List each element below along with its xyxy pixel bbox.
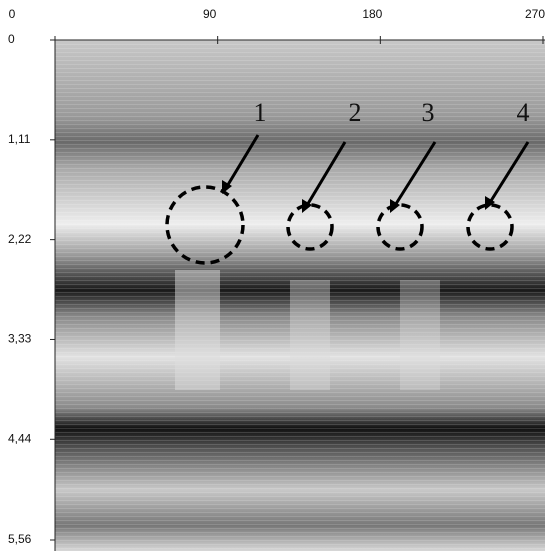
y-tick-label: 0 <box>8 32 15 46</box>
anomaly-circle <box>286 203 334 251</box>
arrowhead <box>390 199 400 213</box>
y-tick-label: 2,22 <box>8 232 32 246</box>
arrow <box>392 141 437 208</box>
x-tick-label: 90 <box>203 7 217 21</box>
arrows <box>224 134 530 208</box>
arrowhead <box>222 180 232 194</box>
annotation: 4 <box>517 98 530 127</box>
radar-highlight <box>290 280 330 390</box>
annotation: 2 <box>349 98 362 127</box>
anomaly-circle <box>466 203 514 251</box>
arrow <box>487 141 530 205</box>
arrowhead <box>485 196 495 210</box>
arrow <box>304 141 347 208</box>
circles <box>165 185 514 265</box>
arrowheads <box>222 180 495 213</box>
y-tick-label: 5,56 <box>8 532 32 546</box>
arrow <box>224 134 260 189</box>
anomaly-circle <box>165 185 245 265</box>
radar-highlight <box>400 280 440 390</box>
y-tick-label: 3,33 <box>8 332 32 346</box>
y-tick-label: 4,44 <box>8 431 32 445</box>
annotation: 3 <box>422 98 435 127</box>
radar-highlight <box>175 270 220 390</box>
x-tick-label: 270 <box>525 7 545 21</box>
radar-texture <box>55 40 545 551</box>
y-tick-label: 1,11 <box>8 132 31 146</box>
x-tick-label: 180 <box>362 7 382 21</box>
anomaly-circle <box>376 203 424 251</box>
arrowhead <box>302 199 312 213</box>
annotation: 1 <box>254 98 267 127</box>
x-tick-label: 0 <box>9 7 16 21</box>
